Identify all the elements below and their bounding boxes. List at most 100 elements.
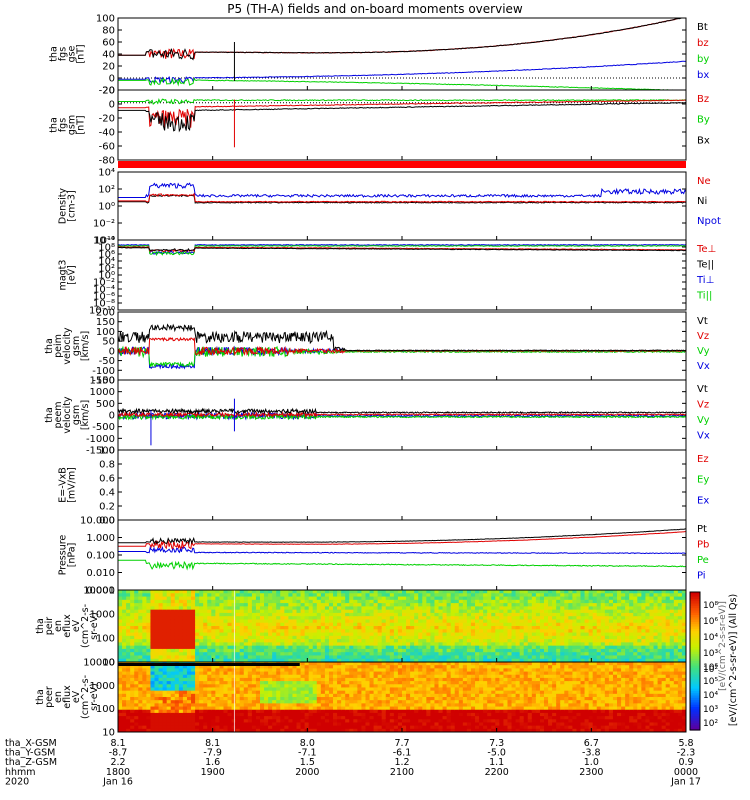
spectrogram-cell — [499, 639, 505, 643]
spectrogram-cell — [361, 687, 367, 692]
spectrogram-cell — [576, 612, 582, 617]
spectrogram-cell — [604, 655, 610, 660]
spectrogram-cell — [466, 635, 472, 640]
spectrogram-cell — [272, 619, 277, 624]
spectrogram-cell — [479, 658, 484, 662]
spectrogram-cell — [495, 606, 500, 611]
spectrogram-cell — [572, 639, 578, 643]
spectrogram-cell — [645, 626, 651, 630]
spectrogram-cell — [361, 599, 367, 604]
spectrogram-cell — [450, 596, 456, 601]
fgs-gse-ytick-label: 60 — [102, 38, 115, 49]
spectrogram-cell — [402, 599, 407, 604]
spectrogram-cell — [255, 684, 261, 689]
spectrogram-cell — [231, 619, 237, 624]
spectrogram-cell — [255, 725, 261, 730]
spectrogram-cell — [146, 725, 152, 730]
spectrogram-cell — [475, 642, 480, 647]
spectrogram-cell — [531, 603, 537, 607]
spectrogram-cell — [596, 632, 602, 637]
spectrogram-cell — [300, 716, 306, 720]
spectrogram-cell — [491, 648, 496, 653]
spectrogram-cell — [523, 658, 529, 662]
spectrogram-cell — [568, 590, 573, 594]
spectrogram-cell — [223, 700, 229, 704]
spectrogram-cell — [600, 599, 606, 604]
spectrogram-cell — [292, 697, 298, 701]
spectrogram-cell — [406, 693, 411, 698]
spectrogram-cell — [211, 716, 216, 720]
spectrogram-cell — [178, 700, 184, 704]
spectrogram-cell — [247, 632, 253, 637]
spectrogram-cell — [564, 635, 569, 640]
spectrogram-cell — [466, 619, 472, 624]
spectrogram-cell — [182, 648, 188, 653]
spectrogram-cell — [284, 712, 289, 717]
spectrogram-cell — [503, 645, 509, 650]
efield-ytick-label: 0.4 — [99, 488, 115, 499]
spectrogram-cell — [475, 606, 480, 611]
spectrogram-cell — [292, 674, 298, 679]
spectrogram-cell — [312, 684, 318, 689]
spectrogram-cell — [272, 629, 277, 634]
spectrogram-cell — [122, 722, 127, 727]
spectrogram-cell — [158, 642, 164, 647]
spectrogram-cell — [288, 652, 294, 657]
spectrogram-cell — [154, 725, 160, 730]
spectrogram-cell — [361, 725, 367, 730]
spectrogram-cell — [243, 716, 249, 720]
spectrogram-cell — [260, 629, 265, 634]
spectrogram-cell — [264, 593, 269, 598]
spectrogram-cell — [669, 645, 675, 650]
spectrogram-cell — [211, 712, 216, 717]
spectrogram-cell — [308, 690, 314, 695]
spectrogram-cell — [118, 639, 123, 643]
spectrogram-cell — [385, 635, 391, 640]
spectrogram-cell — [349, 693, 354, 698]
spectrogram-cell — [195, 671, 200, 676]
peer-eflux-ytick-label: 10000 — [83, 658, 115, 669]
spectrogram-cell — [580, 632, 586, 637]
spectrogram-cell — [588, 616, 594, 621]
spectrogram-cell — [304, 719, 310, 724]
spectrogram-cell — [357, 609, 363, 614]
spectrogram-cell — [162, 719, 168, 724]
spectrogram-cell — [280, 658, 285, 662]
spectrogram-cell — [235, 596, 241, 601]
spectrogram-cell — [333, 593, 338, 598]
spectrogram-cell — [604, 629, 610, 634]
spectrogram-cell — [580, 639, 586, 643]
spectrogram-cell — [166, 612, 172, 617]
spectrogram-cell — [625, 639, 630, 643]
spectrogram-cell — [130, 619, 135, 624]
spectrogram-cell — [604, 590, 610, 594]
spectrogram-cell — [600, 609, 606, 614]
spectrogram-cell — [369, 648, 375, 653]
spectrogram-cell — [535, 590, 541, 594]
spectrogram-cell — [361, 681, 367, 685]
peir-eflux-ylabel-line: en — [53, 620, 64, 632]
spectrogram-cell — [211, 665, 216, 669]
spectrogram-cell — [215, 722, 221, 727]
spectrogram-cell — [418, 648, 423, 653]
spectrogram-cell — [365, 725, 371, 730]
fgs-gse-legend-1: bz — [697, 38, 709, 49]
spectrogram-cell — [361, 700, 367, 704]
spectrogram-cell — [681, 599, 686, 604]
spectrogram-cell — [341, 648, 346, 653]
spectrogram-cell — [499, 603, 505, 607]
spectrogram-cell — [320, 722, 326, 727]
spectrogram-cell — [345, 668, 350, 673]
spectrogram-cell — [243, 728, 249, 732]
spectrogram-cell — [154, 612, 160, 617]
spectrogram-cell — [479, 645, 484, 650]
spectrogram-cell — [146, 603, 152, 607]
spectrogram-cell — [381, 719, 387, 724]
spectrogram-cell — [333, 648, 338, 653]
spectrogram-cell — [633, 599, 638, 604]
spectrogram-cell — [239, 632, 245, 637]
spectrogram-cell — [255, 642, 261, 647]
spectrogram-cell — [649, 658, 655, 662]
spectrogram-cell — [556, 616, 561, 621]
spectrogram-cell — [612, 622, 618, 627]
